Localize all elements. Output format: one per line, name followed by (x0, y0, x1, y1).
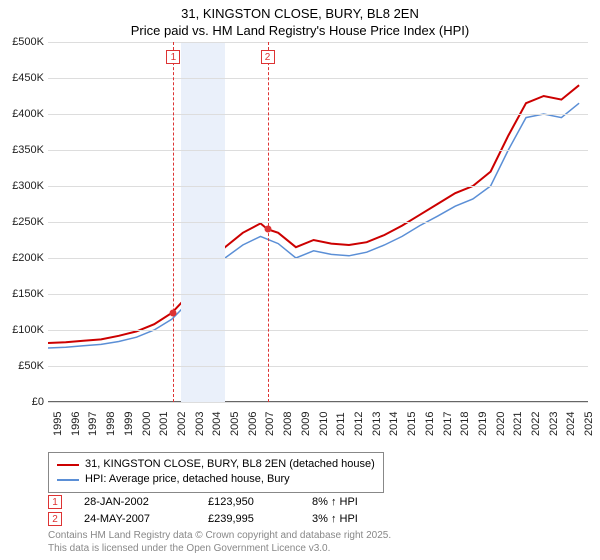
gridline (48, 42, 588, 43)
y-axis-label: £50K (0, 360, 44, 372)
sale-marker-dot (264, 226, 271, 233)
sale-marker-box: 1 (166, 50, 180, 64)
x-axis-label: 2024 (565, 412, 577, 436)
sales-row-date: 28-JAN-2002 (84, 494, 204, 511)
legend-swatch-1 (57, 479, 79, 481)
sales-table: 1 28-JAN-2002£123,9508% ↑ HPI 2 24-MAY-2007… (48, 494, 392, 527)
x-axis-label: 2004 (211, 412, 223, 436)
legend-item: 31, KINGSTON CLOSE, BURY, BL8 2EN (detac… (57, 457, 375, 472)
x-axis-label: 2002 (176, 412, 188, 436)
gridline (48, 186, 588, 187)
x-axis-label: 2022 (530, 412, 542, 436)
sales-row: 2 24-MAY-2007£239,9953% ↑ HPI (48, 511, 392, 528)
gridline (48, 258, 588, 259)
x-axis-label: 1999 (123, 412, 135, 436)
x-axis-label: 2016 (424, 412, 436, 436)
gridline (48, 402, 588, 403)
x-axis-label: 2003 (194, 412, 206, 436)
y-axis-label: £400K (0, 108, 44, 120)
y-axis-label: £300K (0, 180, 44, 192)
x-axis-label: 2020 (495, 412, 507, 436)
x-axis-label: 2013 (371, 412, 383, 436)
y-axis-label: £200K (0, 252, 44, 264)
gridline (48, 366, 588, 367)
legend-item: HPI: Average price, detached house, Bury (57, 472, 375, 487)
gridline (48, 294, 588, 295)
x-axis-label: 2018 (459, 412, 471, 436)
x-axis-label: 2019 (477, 412, 489, 436)
y-axis-label: £150K (0, 288, 44, 300)
x-axis-label: 2023 (548, 412, 560, 436)
footer-line-2: This data is licensed under the Open Gov… (48, 543, 391, 556)
y-axis-label: £450K (0, 72, 44, 84)
sales-row-price: £239,995 (208, 511, 308, 528)
x-axis-label: 2006 (247, 412, 259, 436)
sales-row-idx: 1 (48, 495, 62, 509)
sale-marker-line (173, 42, 174, 402)
y-axis-label: £250K (0, 216, 44, 228)
title-line-1: 31, KINGSTON CLOSE, BURY, BL8 2EN (0, 6, 600, 23)
sale-marker-dot (170, 309, 177, 316)
x-axis-label: 2010 (318, 412, 330, 436)
sale-marker-line (268, 42, 269, 402)
gridline (48, 330, 588, 331)
x-axis-label: 2001 (158, 412, 170, 436)
sale-marker-box: 2 (261, 50, 275, 64)
series-price_paid (48, 85, 579, 343)
y-axis-label: £0 (0, 396, 44, 408)
x-axis-label: 2012 (353, 412, 365, 436)
gridline (48, 222, 588, 223)
chart-area: 12 (48, 42, 588, 402)
x-axis-label: 1995 (52, 412, 64, 436)
x-axis-label: 2017 (442, 412, 454, 436)
x-axis-label: 2021 (512, 412, 524, 436)
legend: 31, KINGSTON CLOSE, BURY, BL8 2EN (detac… (48, 452, 384, 493)
sales-row-idx: 2 (48, 512, 62, 526)
sales-row-date: 24-MAY-2007 (84, 511, 204, 528)
title-line-2: Price paid vs. HM Land Registry's House … (0, 23, 600, 40)
y-axis-label: £100K (0, 324, 44, 336)
footer-line-1: Contains HM Land Registry data © Crown c… (48, 530, 391, 543)
legend-label-0: 31, KINGSTON CLOSE, BURY, BL8 2EN (detac… (85, 457, 375, 472)
y-axis-label: £350K (0, 144, 44, 156)
gridline (48, 78, 588, 79)
x-axis-label: 2009 (300, 412, 312, 436)
sales-row-price: £123,950 (208, 494, 308, 511)
gridline (48, 150, 588, 151)
y-axis-label: £500K (0, 36, 44, 48)
legend-label-1: HPI: Average price, detached house, Bury (85, 472, 290, 487)
series-hpi (48, 103, 579, 348)
x-axis-label: 1996 (70, 412, 82, 436)
x-axis-label: 2015 (406, 412, 418, 436)
x-axis-label: 2025 (583, 412, 595, 436)
x-axis-label: 2011 (335, 412, 347, 436)
x-axis-label: 2000 (141, 412, 153, 436)
legend-swatch-0 (57, 464, 79, 466)
sales-row-hpi: 8% ↑ HPI (312, 494, 392, 511)
footer: Contains HM Land Registry data © Crown c… (48, 530, 391, 555)
x-axis-label: 1998 (105, 412, 117, 436)
x-axis-label: 2014 (388, 412, 400, 436)
x-axis-label: 2005 (229, 412, 241, 436)
x-axis-label: 2007 (264, 412, 276, 436)
chart-title-block: 31, KINGSTON CLOSE, BURY, BL8 2EN Price … (0, 0, 600, 42)
sales-row: 1 28-JAN-2002£123,9508% ↑ HPI (48, 494, 392, 511)
x-axis-label: 1997 (87, 412, 99, 436)
sales-row-hpi: 3% ↑ HPI (312, 511, 392, 528)
gridline (48, 114, 588, 115)
x-axis-label: 2008 (282, 412, 294, 436)
